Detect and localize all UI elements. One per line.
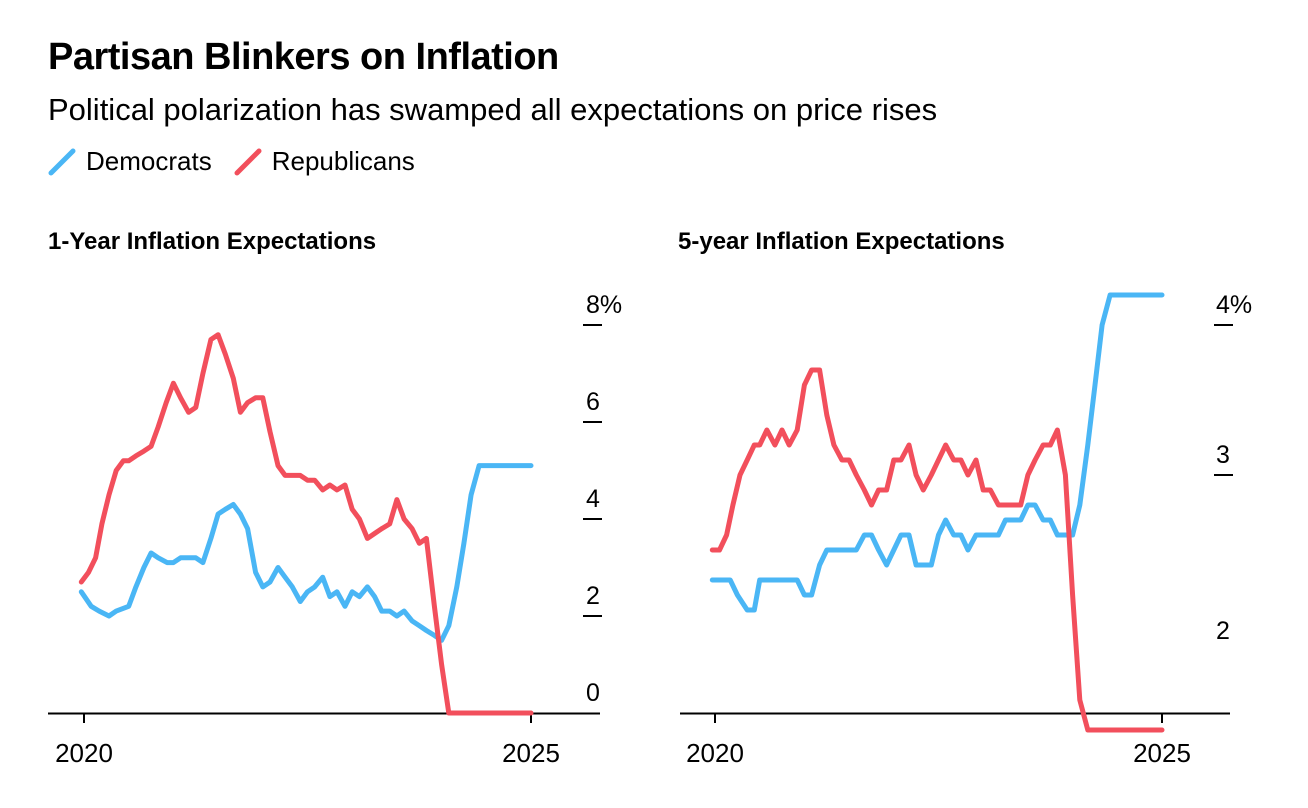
five-year-x-tick-label-2025: 2025 (1133, 738, 1191, 768)
legend-item-republicans: Republicans (234, 146, 415, 177)
one-year-y-tick-label-4: 4 (586, 485, 600, 513)
one-year-x-tick-label-2020: 2020 (55, 738, 113, 768)
one-year-series-democrats (78, 463, 534, 643)
panel-title-5-year: 5-year Inflation Expectations (678, 228, 1005, 255)
one-year-y-tick-label-6: 6 (586, 388, 600, 416)
chart-subtitle: Political polarization has swamped all e… (48, 92, 938, 127)
one-year-y-tick-label-2: 2 (586, 582, 600, 610)
chart-title: Partisan Blinkers on Inflation (48, 36, 559, 78)
legend-item-democrats: Democrats (48, 146, 212, 177)
one-year-x-tick-label-2025: 2025 (502, 738, 560, 768)
one-year-y-tick-label-8: 8% (586, 291, 622, 319)
panel-title-1-year: 1-Year Inflation Expectations (48, 228, 377, 255)
legend-label-democrats: Democrats (86, 146, 212, 176)
five-year-y-tick-label-2: 2 (1216, 617, 1230, 645)
legend-swatch-democrats (48, 148, 76, 175)
five-year-y-tick-label-4: 4% (1216, 291, 1252, 319)
five-year-x-tick-label-2020: 2020 (686, 738, 744, 768)
one-year-series-republicans (78, 332, 534, 716)
one-year-y-tick-label-0: 0 (586, 679, 600, 707)
legend: Democrats Republicans (48, 146, 437, 177)
five-year-series-republicans (709, 367, 1165, 733)
five-year-series-democrats (709, 292, 1165, 613)
legend-label-republicans: Republicans (271, 146, 415, 176)
five-year-y-tick-label-3: 3 (1216, 441, 1230, 469)
legend-swatch-republicans (234, 148, 262, 175)
